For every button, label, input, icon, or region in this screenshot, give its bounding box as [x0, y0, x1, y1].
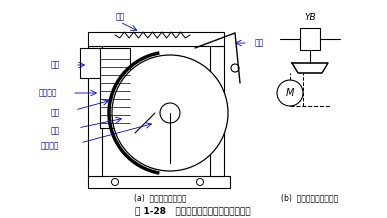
- Bar: [300, 28, 320, 50]
- Bar: [80, 48, 102, 78]
- Bar: [88, 46, 102, 176]
- Bar: [88, 32, 224, 46]
- Text: 闸轮: 闸轮: [50, 126, 60, 136]
- Circle shape: [160, 103, 180, 123]
- Circle shape: [112, 55, 228, 171]
- Circle shape: [277, 80, 303, 106]
- Text: YB: YB: [304, 14, 316, 22]
- Bar: [100, 48, 130, 128]
- Text: 闸瓦: 闸瓦: [50, 109, 60, 118]
- Text: M: M: [286, 88, 294, 98]
- Text: (a)  电磁制动器示意图: (a) 电磁制动器示意图: [134, 194, 186, 203]
- Text: (b)  电磁制动器图形符号: (b) 电磁制动器图形符号: [281, 194, 339, 203]
- Text: 电动机轴: 电动机轴: [41, 141, 59, 150]
- Circle shape: [111, 179, 118, 186]
- Text: 弹簧: 弹簧: [115, 12, 125, 21]
- Bar: [88, 176, 230, 188]
- Text: 铁心线圈: 铁心线圈: [39, 89, 57, 97]
- Circle shape: [231, 64, 239, 72]
- Bar: [210, 46, 224, 176]
- Text: 杠杆: 杠杆: [255, 39, 264, 48]
- Text: 图 1-28   电磁制动器的示意图及图形符号: 图 1-28 电磁制动器的示意图及图形符号: [135, 206, 251, 216]
- Text: 衔铁: 衔铁: [50, 61, 60, 70]
- Polygon shape: [292, 63, 328, 73]
- Circle shape: [197, 179, 204, 186]
